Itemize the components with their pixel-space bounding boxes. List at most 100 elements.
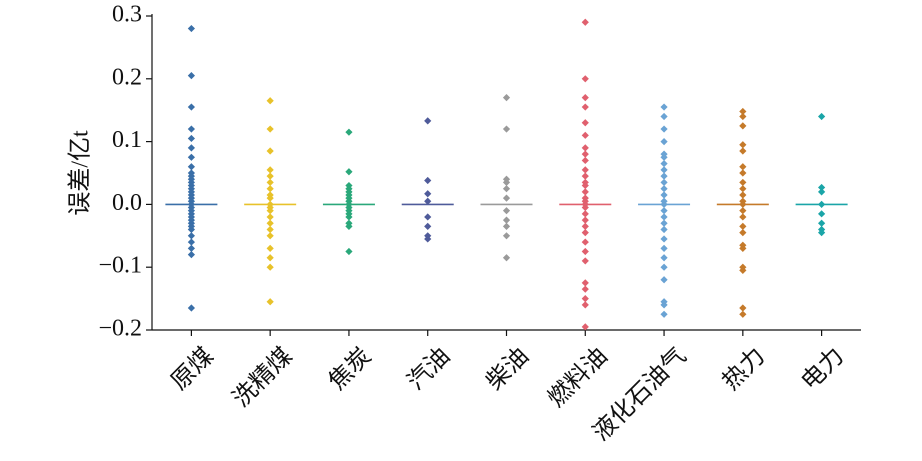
strip-point (424, 213, 432, 221)
strip-point (502, 254, 511, 262)
strip-point (424, 235, 432, 243)
strip-point (660, 263, 668, 271)
strip-point (266, 194, 274, 202)
strip-point (739, 141, 747, 149)
strip-point (660, 103, 668, 111)
strip-point (581, 18, 589, 26)
strip-point (739, 207, 747, 215)
strip-point (581, 203, 589, 212)
x-tick-label: 原煤 (166, 342, 219, 395)
strip-point (818, 183, 826, 192)
strip-point (345, 222, 353, 230)
strip-point (660, 213, 668, 221)
strip-point (424, 222, 432, 230)
strip-point (424, 190, 432, 198)
strip-point (502, 94, 511, 102)
strip-point (660, 159, 668, 168)
strip-point (739, 185, 747, 193)
strip-point (660, 138, 668, 146)
strip-point (581, 188, 589, 196)
strip-point (187, 225, 195, 234)
x-tick-label: 汽油 (402, 342, 455, 395)
strip-point (266, 178, 274, 187)
strip-point (187, 144, 195, 152)
strip-point (739, 191, 747, 199)
strip-point (266, 166, 274, 174)
strip-point (187, 232, 195, 240)
strip-point (660, 112, 668, 121)
strip-point (345, 168, 353, 176)
strip-point (187, 72, 195, 80)
strip-point (660, 310, 668, 318)
strip-point (739, 163, 747, 171)
x-tick-label: 电力 (796, 342, 849, 395)
strip-point (345, 128, 353, 136)
strip-point (266, 225, 274, 234)
strip-point (581, 131, 589, 139)
strip-point (187, 238, 195, 246)
strip-point (502, 232, 511, 240)
strip-point (502, 125, 511, 133)
y-tick-label: −0.2 (98, 316, 142, 342)
strip-point (502, 185, 511, 193)
strip-point (739, 304, 747, 312)
strip-point (818, 229, 826, 237)
strip-point (739, 122, 747, 130)
strip-point (581, 216, 589, 224)
strip-point (424, 197, 432, 205)
strip-point (581, 94, 589, 102)
strip-point (266, 172, 274, 180)
strip-point (581, 285, 589, 293)
strip-point (187, 24, 195, 33)
strip-point (502, 207, 511, 215)
strip-point (660, 153, 668, 161)
strip-point (739, 229, 747, 237)
strip-point (345, 213, 353, 221)
strip-point (739, 147, 747, 155)
strip-point (660, 276, 668, 284)
strip-point (266, 147, 274, 155)
strip-point (581, 247, 589, 256)
strip-point (187, 163, 195, 171)
strip-point (581, 150, 589, 158)
strip-point (266, 125, 274, 133)
strip-point (739, 222, 747, 230)
strip-point (581, 295, 589, 303)
strip-point (660, 172, 668, 180)
strip-point (266, 254, 274, 262)
strip-point (424, 117, 432, 125)
x-tick-label: 柴油 (481, 342, 534, 395)
strip-point (739, 107, 747, 116)
strip-point (266, 97, 274, 105)
strip-point (502, 222, 511, 230)
strip-point (818, 188, 826, 196)
strip-point (266, 232, 274, 240)
strip-point (581, 172, 589, 180)
strip-point (660, 254, 668, 262)
x-tick-label: 燃料油 (543, 342, 613, 412)
strip-point (660, 301, 668, 309)
strip-point (739, 213, 747, 221)
strip-point (581, 222, 589, 230)
strip-point (660, 185, 668, 193)
strip-point (502, 194, 511, 202)
strip-point (266, 213, 274, 221)
strip-point (502, 178, 511, 187)
strip-point (739, 310, 747, 318)
strip-point (266, 219, 274, 227)
strip-point (266, 185, 274, 193)
strip-point (660, 219, 668, 227)
strip-point (739, 169, 747, 177)
strip-point (187, 153, 195, 161)
strip-point (660, 244, 668, 252)
strip-point (581, 279, 589, 287)
strip-point (739, 266, 747, 274)
strip-point (581, 181, 589, 190)
strip-point (581, 119, 589, 127)
strip-point (187, 244, 195, 252)
strip-point (266, 263, 274, 271)
strip-point (581, 166, 589, 174)
y-tick-label: 0.2 (112, 64, 142, 90)
strip-point (660, 207, 668, 215)
